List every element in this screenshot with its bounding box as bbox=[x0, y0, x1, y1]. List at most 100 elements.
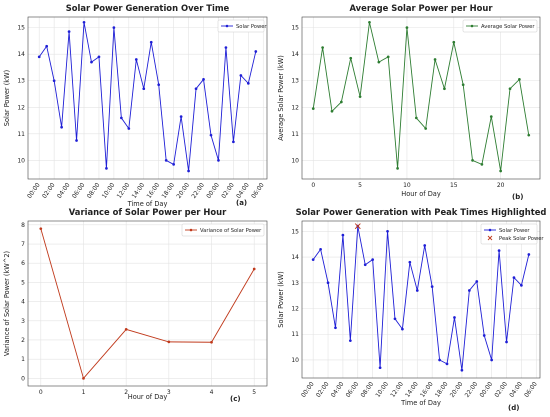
y-tick-label: 1 bbox=[21, 356, 25, 363]
data-point bbox=[134, 58, 138, 61]
data-point bbox=[90, 60, 93, 64]
y-axis-label: Solar Power (kW) bbox=[277, 271, 285, 327]
data-point bbox=[142, 87, 146, 91]
x-tick-label: 1 bbox=[82, 389, 86, 396]
data-point bbox=[452, 40, 456, 44]
data-point bbox=[252, 267, 256, 271]
legend-label: Peak Solar Power bbox=[499, 236, 544, 242]
x-tick-label: 20 bbox=[497, 182, 505, 189]
x-tick-label: 08:00 bbox=[86, 182, 102, 200]
data-point bbox=[396, 167, 399, 170]
data-point bbox=[475, 280, 479, 283]
legend: Variance of Solar Power bbox=[181, 223, 265, 237]
y-tick-label: 14 bbox=[17, 51, 25, 58]
data-point bbox=[75, 139, 78, 142]
data-point bbox=[67, 30, 71, 33]
y-tick-label: 12 bbox=[17, 104, 25, 111]
legend-label: Solar Power bbox=[499, 228, 530, 234]
data-point bbox=[438, 358, 441, 362]
x-tick-label: 00:00 bbox=[26, 182, 42, 200]
data-point bbox=[321, 46, 324, 49]
data-point bbox=[52, 79, 56, 83]
data-point bbox=[224, 46, 228, 49]
x-tick-label: 00:00 bbox=[205, 182, 221, 200]
x-tick-label: 10:00 bbox=[374, 381, 390, 399]
y-tick-label: 10 bbox=[17, 157, 25, 164]
data-point bbox=[386, 229, 389, 233]
y-tick-label: 13 bbox=[291, 280, 299, 287]
x-tick-label: 04:00 bbox=[330, 381, 346, 399]
plot-frame bbox=[27, 16, 268, 180]
data-point bbox=[37, 55, 41, 59]
data-point bbox=[512, 276, 516, 279]
data-point bbox=[217, 159, 220, 162]
y-tick-label: 14 bbox=[291, 51, 299, 58]
data-point bbox=[167, 340, 171, 344]
data-point bbox=[405, 26, 409, 29]
data-point bbox=[505, 340, 508, 344]
panel-tag: (c) bbox=[230, 395, 241, 403]
y-tick-label: 12 bbox=[291, 306, 299, 313]
chart-title: Solar Power Generation with Peak Times H… bbox=[296, 207, 547, 217]
x-tick-label: 18:00 bbox=[160, 182, 176, 200]
data-point bbox=[499, 169, 502, 173]
data-point bbox=[254, 50, 258, 53]
plot-area bbox=[302, 17, 540, 179]
x-axis-label: Hour of Day bbox=[128, 393, 168, 401]
data-point bbox=[209, 133, 213, 137]
x-tick-label: 04:00 bbox=[56, 182, 72, 200]
data-point bbox=[349, 56, 353, 60]
data-point bbox=[490, 358, 494, 362]
legend-label: Solar Power bbox=[236, 24, 267, 30]
data-point bbox=[363, 263, 367, 267]
x-tick-label: 18:00 bbox=[434, 381, 450, 399]
x-tick-label: 02:00 bbox=[315, 381, 331, 399]
data-point bbox=[164, 159, 168, 162]
data-point bbox=[527, 253, 531, 256]
chart-title: Average Solar Power per Hour bbox=[350, 3, 494, 13]
y-tick-label: 11 bbox=[291, 131, 299, 138]
data-point bbox=[340, 100, 343, 104]
x-tick-label: 10 bbox=[403, 182, 411, 189]
data-point bbox=[497, 249, 501, 252]
plot-frame bbox=[301, 16, 541, 180]
data-point bbox=[82, 376, 85, 380]
data-point bbox=[520, 283, 523, 287]
x-tick-label: 12:00 bbox=[116, 182, 132, 200]
data-point bbox=[443, 87, 446, 91]
data-point bbox=[157, 83, 161, 87]
plot-frame bbox=[27, 220, 268, 387]
data-point bbox=[179, 115, 183, 118]
x-tick-label: 06:00 bbox=[250, 182, 266, 200]
data-point bbox=[482, 334, 486, 337]
data-point bbox=[60, 125, 63, 129]
series-line bbox=[312, 226, 530, 371]
data-point bbox=[149, 40, 153, 44]
y-tick-label: 5 bbox=[21, 279, 25, 286]
y-tick-label: 11 bbox=[17, 131, 25, 138]
x-tick-label: 4 bbox=[210, 389, 214, 396]
x-tick-label: 06:00 bbox=[71, 182, 87, 200]
data-point bbox=[45, 44, 49, 48]
x-tick-label: 02:00 bbox=[41, 182, 57, 200]
data-point bbox=[232, 140, 235, 144]
y-axis-label: Average Solar Power (kW) bbox=[277, 55, 285, 141]
data-point bbox=[393, 317, 397, 321]
x-tick-label: 2 bbox=[124, 389, 128, 396]
x-tick-label: 14:00 bbox=[131, 182, 147, 200]
x-tick-label: 16:00 bbox=[419, 381, 435, 399]
data-point bbox=[408, 260, 412, 264]
x-tick-label: 14:00 bbox=[404, 381, 420, 399]
legend: Average Solar Power bbox=[462, 19, 538, 33]
data-point bbox=[508, 87, 512, 91]
y-tick-label: 10 bbox=[291, 357, 299, 364]
data-point bbox=[358, 95, 362, 99]
legend-label: Variance of Solar Power bbox=[200, 228, 262, 234]
data-point bbox=[97, 55, 101, 59]
data-point bbox=[127, 127, 131, 130]
series-line bbox=[40, 228, 255, 380]
x-tick-label: 0 bbox=[39, 389, 43, 396]
